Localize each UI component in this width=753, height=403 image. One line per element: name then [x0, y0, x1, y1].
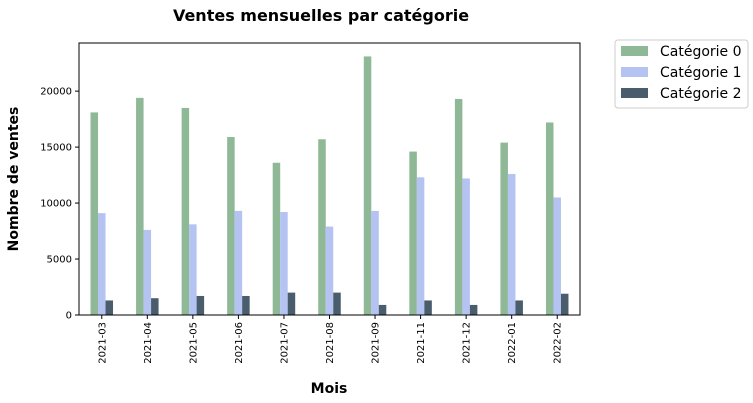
x-tick-label-9: 2022-01	[507, 322, 518, 364]
bar-series-0-2021-05	[181, 107, 190, 315]
plot-frame	[78, 42, 581, 316]
x-tick-label-3: 2021-06	[234, 322, 245, 364]
bar-series-0-2021-08	[318, 139, 326, 315]
legend-swatch-2	[621, 88, 648, 98]
bar-series-1-2022-02	[553, 197, 561, 315]
chart-title: Ventes mensuelles par catégorie	[173, 6, 469, 25]
bar-series-2-2021-11	[424, 300, 432, 315]
x-tick-label-4: 2021-07	[279, 322, 290, 364]
bar-series-0-2021-04	[136, 97, 144, 315]
legend-box	[614, 39, 749, 109]
bar-series-2-2022-02	[560, 293, 569, 315]
x-axis-label: Mois	[311, 381, 348, 397]
bar-series-2-2021-06	[242, 295, 250, 315]
bar-series-2-2021-07	[287, 292, 296, 315]
bar-series-0-2021-06	[227, 137, 235, 315]
bar-series-2-2021-12	[469, 304, 478, 315]
x-tick-label-8: 2021-12	[462, 322, 473, 364]
legend-label-0: Catégorie 0	[660, 44, 742, 60]
legend: Catégorie 0 Catégorie 1 Catégorie 2	[614, 39, 749, 109]
bar-series-2-2021-04	[151, 298, 159, 315]
y-axis-label: Nombre de ventes	[6, 107, 22, 252]
bar-series-1-2021-07	[280, 212, 288, 315]
x-tick-label-6: 2021-09	[371, 322, 382, 364]
bar-series-1-2021-03	[98, 213, 106, 315]
bar-series-2-2021-03	[105, 300, 114, 315]
bars-group	[90, 56, 569, 316]
bar-series-2-2021-08	[333, 292, 341, 315]
x-tick-label-5: 2021-08	[325, 322, 336, 364]
y-tick-label-1: 5000	[47, 255, 72, 266]
x-tick-label-0: 2021-03	[97, 322, 108, 364]
bar-series-2-2021-05	[196, 295, 205, 315]
x-tick-label-10: 2022-02	[553, 322, 564, 364]
x-tick-label-2: 2021-05	[188, 322, 199, 364]
y-tick-label-0: 0	[66, 311, 72, 322]
bar-series-0-2021-09	[363, 56, 372, 315]
x-ticks: 2021-03 2021-04 2021-05 2021-06 2021-07 2021-…	[97, 315, 564, 364]
bar-series-0-2022-02	[545, 122, 554, 315]
legend-label-2: Catégorie 2	[660, 86, 742, 102]
bar-series-1-2021-12	[462, 178, 470, 315]
bar-series-1-2021-11	[416, 177, 425, 315]
bar-series-0-2021-11	[409, 151, 417, 315]
bar-series-1-2022-01	[507, 173, 516, 315]
bar-series-0-2021-12	[454, 98, 463, 316]
bar-series-1-2021-06	[234, 210, 243, 315]
bar-series-0-2022-01	[500, 142, 508, 315]
legend-swatch-1	[621, 67, 648, 77]
bar-series-1-2021-04	[143, 229, 152, 315]
y-tick-label-4: 20000	[40, 87, 72, 98]
bar-series-1-2021-08	[325, 226, 334, 315]
bar-series-1-2021-05	[189, 224, 197, 315]
y-tick-label-2: 10000	[40, 199, 72, 210]
bar-series-0-2021-03	[90, 112, 99, 316]
legend-swatch-0	[621, 46, 648, 56]
legend-label-1: Catégorie 1	[660, 65, 742, 81]
x-tick-label-1: 2021-04	[143, 322, 154, 364]
y-ticks: 0 5000 10000 15000 20000	[40, 87, 79, 322]
x-tick-label-7: 2021-11	[416, 322, 427, 364]
bar-series-0-2021-07	[272, 162, 281, 315]
y-tick-label-3: 15000	[40, 143, 72, 154]
bar-series-2-2022-01	[515, 300, 523, 315]
bar-series-1-2021-09	[371, 210, 379, 315]
bar-series-2-2021-09	[378, 304, 387, 315]
